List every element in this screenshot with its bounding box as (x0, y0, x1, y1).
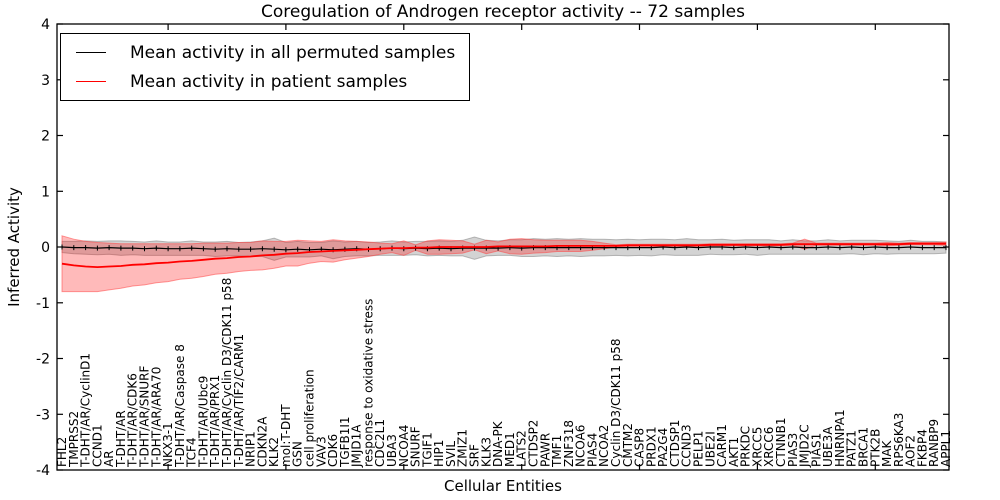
x-category-label: TCF4 (185, 437, 199, 468)
x-category-label: KLK2 (267, 437, 281, 467)
x-category-label: UBE3A (821, 426, 835, 467)
x-category-label: PRDX1 (644, 426, 658, 467)
y-tick-label: 4 (41, 17, 50, 33)
x-category-label: APPL1 (939, 430, 953, 467)
y-tick-label: 2 (41, 129, 50, 145)
x-category-label: PELP1 (692, 431, 706, 467)
x-category-label: T-DHT/AR/Ubc9 (196, 376, 210, 468)
x-category-label: NRIP1 (244, 431, 258, 467)
x-category-label: TGFB1I1 (338, 416, 352, 468)
y-tick-label: -4 (36, 463, 50, 479)
legend-line-sample (76, 52, 106, 53)
x-category-label: CTDSP2 (527, 420, 541, 467)
x-category-label: response to oxidative stress (362, 299, 376, 467)
legend-entry-permuted: Mean activity in all permuted samples (76, 38, 455, 67)
x-category-label: KLK3 (479, 437, 493, 467)
x-category-label: CARM1 (715, 424, 729, 467)
x-category-label: PIAS1 (809, 433, 823, 467)
x-category-label: T-DHT/AR/Caspase 8 (173, 344, 187, 468)
x-category-label: ZNF318 (562, 420, 576, 467)
mean-line-series-1 (61, 242, 946, 269)
x-category-label: PRKDC (739, 426, 753, 467)
x-axis-label: Cellular Entities (444, 477, 562, 495)
x-category-label: HNRNPA1 (833, 409, 847, 467)
x-category-label: SRF (468, 444, 482, 467)
y-tick-label: -2 (36, 352, 50, 368)
x-category-label: DNA-PK (491, 420, 505, 467)
x-category-label: MED1 (503, 432, 517, 467)
x-category-label: ZMIZ1 (456, 429, 470, 467)
x-category-label: NCOA4 (397, 425, 411, 467)
x-category-label: PTK2B (868, 429, 882, 467)
x-category-label: T-DHT/AR (114, 410, 128, 468)
x-category-label: CMTM2 (621, 423, 635, 467)
x-category-label: UBE2I (703, 431, 717, 467)
x-category-label: TGIF1 (420, 432, 434, 468)
x-category-label: CDK6 (326, 434, 340, 467)
x-category-label: PA2G4 (656, 428, 670, 467)
x-category-label: T-DHT/AR/PRX1 (208, 375, 222, 468)
y-tick-label: 0 (41, 240, 50, 256)
x-category-label: AOF2 (904, 435, 918, 467)
x-category-label: mol:T-DHT (279, 404, 293, 467)
x-category-label: BRCA1 (857, 427, 871, 467)
x-category-label: AR (102, 450, 116, 467)
x-category-label: PIAS4 (585, 433, 599, 467)
x-category-label: SVIL (444, 441, 458, 467)
legend-label: Mean activity in all permuted samples (130, 42, 456, 63)
x-category-label: HIP1 (432, 440, 446, 467)
x-category-label: MAK (880, 439, 894, 467)
x-category-label: JMJD1A (350, 424, 364, 468)
x-category-label: PATZ1 (845, 430, 859, 467)
x-category-label: CDC2L1 (373, 419, 387, 467)
x-category-label: T-DHT/AR/CyclinD1 (79, 353, 93, 468)
x-category-label: FHL2 (55, 437, 69, 467)
x-category-label: NCOA6 (574, 425, 588, 467)
x-category-label: SNURF (409, 426, 423, 467)
legend-entry-patient: Mean activity in patient samples (76, 67, 455, 96)
legend-line-sample (76, 81, 106, 82)
x-category-label: GSN (291, 441, 305, 467)
x-category-label: CCND1 (90, 424, 104, 467)
x-category-label: RANBP9 (927, 419, 941, 467)
y-tick-label: 1 (41, 184, 50, 200)
x-category-label: PAWR (538, 433, 552, 467)
mean-line-series-0 (61, 246, 946, 251)
chart-title: Coregulation of Androgen receptor activi… (260, 2, 746, 22)
x-category-label: T-DHT/AR/ARA70 (149, 367, 163, 468)
y-tick-label: -1 (36, 296, 50, 312)
y-tick-label: -3 (36, 407, 50, 423)
x-category-label: XRCC6 (762, 427, 776, 467)
x-category-label: TMPRSS2 (67, 411, 81, 468)
y-tick-label: 3 (41, 73, 50, 89)
x-category-label: UBA3 (385, 434, 399, 467)
x-category-label: XRCC5 (750, 427, 764, 467)
x-category-label: LATS2 (515, 430, 529, 467)
legend-box: Mean activity in all permuted samples Me… (60, 33, 471, 101)
x-category-label: T-DHT/AR/CDK6 (126, 373, 140, 468)
x-category-label: T-DHT/AR/SNURF (138, 366, 152, 469)
x-category-label: NKX3-1 (161, 422, 175, 467)
x-category-label: CDKN2A (255, 416, 269, 467)
x-category-label: T-DHT/AR/TIF2/CARM1 (232, 334, 246, 468)
x-category-label: VAV3 (314, 436, 328, 467)
x-category-label: CASP8 (633, 428, 647, 467)
x-category-label: TMF1 (550, 435, 564, 468)
x-category-label: CTNNB1 (774, 417, 788, 467)
x-category-label: CCND3 (680, 424, 694, 467)
x-category-label: NCOA2 (597, 425, 611, 467)
x-category-label: JMJD2C (798, 424, 812, 468)
x-category-label: cell proliferation (303, 369, 317, 467)
x-category-label: Cyclin D3/CDK11 p58 (609, 338, 623, 467)
x-category-label: CTDSP1 (668, 420, 682, 467)
x-category-label: PIAS3 (786, 433, 800, 467)
legend-label: Mean activity in patient samples (130, 71, 408, 92)
x-category-label: T-DHT/AR/Cyclin D3/CDK11 p58 (220, 278, 234, 468)
x-category-label: AKT1 (727, 437, 741, 467)
x-category-label: RPS6KA3 (892, 413, 906, 467)
x-category-label: FKBP4 (915, 429, 929, 467)
y-axis-label: Inferred Activity (5, 187, 23, 307)
